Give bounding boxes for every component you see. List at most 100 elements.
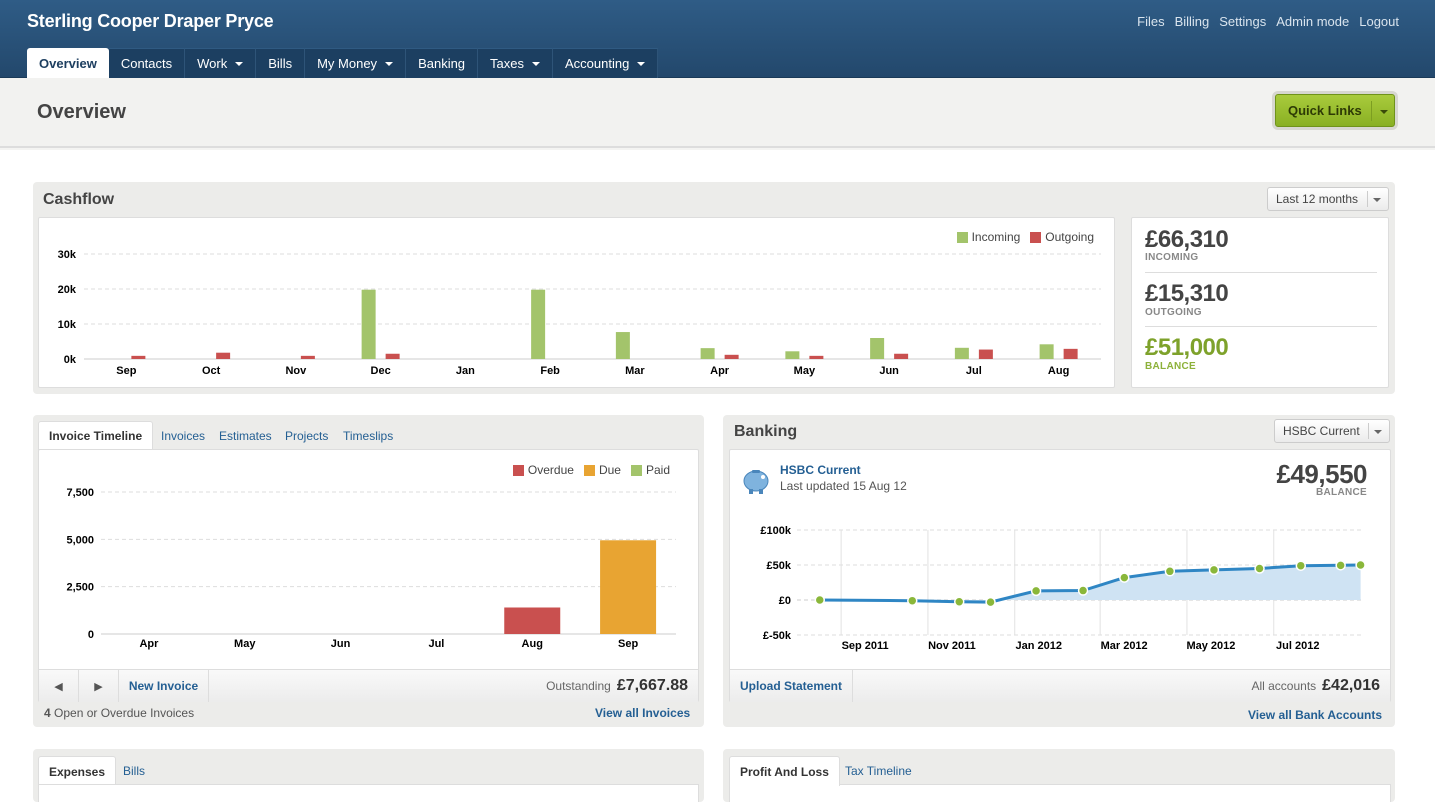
view-all-invoices-link[interactable]: View all Invoices [595,706,691,720]
account-select[interactable]: HSBC Current [1274,419,1390,443]
balance-point [1119,572,1130,583]
caret-down-icon [532,61,541,66]
y-tick-label: £50k [767,560,792,572]
incoming-bar [870,338,885,359]
y-tick-label: £-50k [763,630,792,642]
billing-link[interactable]: Billing [1174,14,1210,29]
next-arrow-icon[interactable]: ▶ [79,670,119,702]
nav-overview[interactable]: Overview [27,48,109,78]
invoice-footer: ◀ ▶ New Invoice Outstanding £7,667.88 [39,669,698,702]
logout-link[interactable]: Logout [1359,14,1399,29]
profit-content [729,784,1391,802]
x-tick-label: Jul [966,365,982,377]
cashflow-bars [131,289,1078,359]
view-all-bank-accounts-link[interactable]: View all Bank Accounts [1248,708,1383,722]
new-invoice-button[interactable]: New Invoice [119,670,209,702]
nav-work[interactable]: Work [185,48,257,78]
open-count: 4 [44,706,51,720]
outgoing-swatch [1030,231,1042,243]
previous-arrow-icon[interactable]: ◀ [39,670,79,702]
balance-point [1030,585,1042,597]
invoice-chart: 0 2,500 5,000 7,500 Apr May Jun Jul Aug Sep [66,487,676,650]
balance-label: BALANCE [1145,361,1196,372]
x-tick-label: Apr [139,638,159,650]
outgoing-bar [978,349,993,359]
files-link[interactable]: Files [1137,14,1165,29]
x-tick-label: Jul [428,638,444,650]
outgoing-bar [131,355,146,359]
tab-profit-and-loss[interactable]: Profit And Loss [729,756,840,786]
nav-label: My Money [317,56,378,71]
outgoing-bar [216,352,231,359]
x-tick-label: Oct [202,365,221,377]
balance-point [907,595,918,606]
incoming-bar [954,347,969,359]
balance-point [1208,564,1220,576]
x-tick-label: Jan [456,365,475,377]
legend-overdue: Overdue [527,463,574,477]
nav-label: Bills [268,56,293,71]
divider [1367,191,1368,207]
balance-point [1335,560,1346,571]
tab-estimates[interactable]: Estimates [209,421,282,450]
x-tick-label: Feb [540,365,560,377]
invoice-bars [504,540,657,634]
x-tick-label: Dec [371,365,391,377]
nav-label: Contacts [120,56,173,71]
nav-label: Taxes [490,56,525,71]
bank-balance: £49,550 [1276,459,1368,489]
balance-total: £51,000 [1145,334,1229,361]
bank-balance-chart: £-50k £0 £50k £100k Sep 2011 Nov 2011 Jan 2012… [760,525,1366,652]
last-updated: Last updated 15 Aug 12 [780,479,907,493]
y-tick-label: £0 [779,595,791,607]
tab-label: Timeslips [343,428,394,443]
account-select-value: HSBC Current [1283,424,1360,438]
tab-invoice-timeline[interactable]: Invoice Timeline [38,421,154,450]
x-tick-label: Sep 2011 [842,640,889,652]
tab-label: Tax Timeline [845,763,912,778]
cashflow-title: Cashflow [43,191,115,208]
settings-link[interactable]: Settings [1219,14,1267,29]
tab-tax-timeline[interactable]: Tax Timeline [835,756,922,785]
nav-label: Accounting [565,56,630,71]
x-tick-label: Nov [285,365,307,377]
bank-balance-label: BALANCE [1316,487,1367,498]
x-tick-label: Mar 2012 [1101,640,1148,652]
brand-name[interactable]: Sterling Cooper Draper Pryce [27,11,274,31]
balance-point [985,596,996,608]
balance-point [1254,563,1265,574]
balance-point [1164,566,1176,577]
main-nav: Overview Contacts Work Bills My Money Ba… [27,48,659,78]
paid-swatch [630,464,642,476]
invoice-labels: 0 2,500 5,000 7,500 Apr May Jun Jul Aug Sep [66,487,638,650]
balance-point [953,596,965,607]
nav-banking[interactable]: Banking [406,48,479,78]
tab-label: Invoices [161,428,206,443]
divider [1371,101,1372,121]
bank-account-link[interactable]: HSBC Current [780,463,861,477]
tab-label: Estimates [219,428,272,443]
quick-links-button[interactable]: Quick Links [1275,94,1395,127]
y-tick-label: 30k [58,249,77,261]
tab-timeslips[interactable]: Timeslips [333,421,403,450]
x-tick-label: Sep [618,638,638,650]
legend-paid: Paid [645,463,670,477]
x-tick-label: Jul 2012 [1276,640,1319,652]
tab-bills[interactable]: Bills [113,756,155,785]
upload-statement-button[interactable]: Upload Statement [730,670,853,702]
outgoing-label: OUTGOING [1145,307,1202,318]
nav-contacts[interactable]: Contacts [108,48,186,78]
x-tick-label: Apr [710,365,730,377]
period-select[interactable]: Last 12 months [1267,187,1389,211]
open-invoices-summary: 4 Open or Overdue Invoices [44,706,194,720]
tab-invoices[interactable]: Invoices [151,421,215,450]
nav-my-money[interactable]: My Money [305,48,407,78]
nav-taxes[interactable]: Taxes [478,48,554,78]
caret-down-icon [1374,430,1382,434]
tab-projects[interactable]: Projects [275,421,338,450]
nav-accounting[interactable]: Accounting [553,48,659,78]
nav-label: Overview [39,55,97,71]
admin-mode-link[interactable]: Admin mode [1276,14,1350,29]
page-header [0,78,1435,148]
nav-bills[interactable]: Bills [256,48,306,78]
